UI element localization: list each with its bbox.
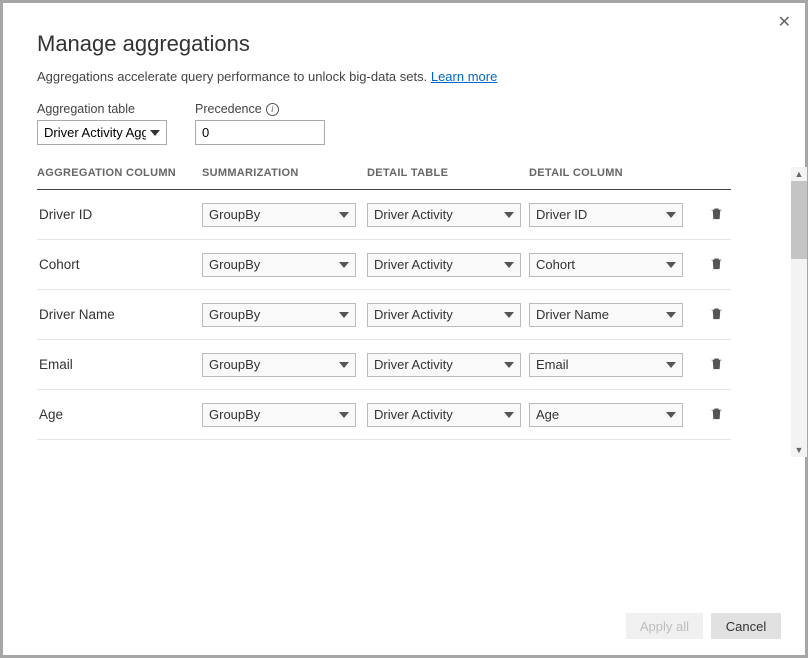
aggregation-table-label: Aggregation table — [37, 102, 167, 116]
aggregations-grid: AGGREGATION COLUMN SUMMARIZATION DETAIL … — [37, 167, 731, 440]
table-row: Driver NameGroupByDriver ActivityDriver … — [37, 290, 731, 340]
table-row: EmailGroupByDriver ActivityEmail — [37, 340, 731, 390]
scroll-down-icon[interactable]: ▼ — [795, 443, 804, 457]
dialog-footer: Apply all Cancel — [626, 613, 781, 639]
precedence-label: Precedence — [195, 102, 262, 116]
trash-icon — [709, 355, 724, 375]
delete-row-button[interactable] — [691, 205, 731, 225]
table-row: CohortGroupByDriver ActivityCohort — [37, 240, 731, 290]
detail-column-select[interactable]: Cohort — [529, 253, 683, 277]
delete-row-button[interactable] — [691, 405, 731, 425]
precedence-field: Precedence i — [195, 102, 325, 145]
detail-column-select[interactable]: Email — [529, 353, 683, 377]
grid-header: AGGREGATION COLUMN SUMMARIZATION DETAIL … — [37, 167, 731, 190]
agg-column-name: Cohort — [37, 257, 202, 272]
detail-table-select[interactable]: Driver Activity — [367, 253, 521, 277]
detail-table-select[interactable]: Driver Activity — [367, 203, 521, 227]
summarization-select[interactable]: GroupBy — [202, 203, 356, 227]
scroll-thumb[interactable] — [791, 181, 807, 259]
summarization-select[interactable]: GroupBy — [202, 253, 356, 277]
cancel-button[interactable]: Cancel — [711, 613, 781, 639]
header-detail-table: DETAIL TABLE — [367, 167, 529, 179]
close-icon[interactable]: ✕ — [778, 15, 791, 31]
dialog-title: Manage aggregations — [37, 31, 771, 57]
summarization-select[interactable]: GroupBy — [202, 303, 356, 327]
aggregation-table-select[interactable]: Driver Activity Agg — [37, 120, 167, 145]
summarization-select[interactable]: GroupBy — [202, 353, 356, 377]
agg-column-name: Driver Name — [37, 307, 202, 322]
agg-column-name: Driver ID — [37, 207, 202, 222]
vertical-scrollbar[interactable]: ▲ ▼ — [791, 167, 807, 457]
dialog-subtitle: Aggregations accelerate query performanc… — [37, 69, 771, 84]
trash-icon — [709, 255, 724, 275]
subtitle-text: Aggregations accelerate query performanc… — [37, 69, 431, 84]
trash-icon — [709, 405, 724, 425]
trash-icon — [709, 305, 724, 325]
header-detail-col: DETAIL COLUMN — [529, 167, 691, 179]
precedence-input[interactable] — [195, 120, 325, 145]
detail-column-select[interactable]: Age — [529, 403, 683, 427]
learn-more-link[interactable]: Learn more — [431, 69, 497, 84]
header-agg-col: AGGREGATION COLUMN — [37, 167, 202, 179]
detail-table-select[interactable]: Driver Activity — [367, 353, 521, 377]
agg-column-name: Age — [37, 407, 202, 422]
agg-column-name: Email — [37, 357, 202, 372]
scroll-up-icon[interactable]: ▲ — [795, 167, 804, 181]
apply-all-button[interactable]: Apply all — [626, 613, 703, 639]
info-icon[interactable]: i — [266, 103, 279, 116]
manage-aggregations-dialog: ✕ Manage aggregations Aggregations accel… — [0, 0, 808, 658]
delete-row-button[interactable] — [691, 255, 731, 275]
detail-column-select[interactable]: Driver Name — [529, 303, 683, 327]
aggregation-table-field: Aggregation table Driver Activity Agg — [37, 102, 167, 145]
detail-table-select[interactable]: Driver Activity — [367, 403, 521, 427]
detail-table-select[interactable]: Driver Activity — [367, 303, 521, 327]
table-row: AgeGroupByDriver ActivityAge — [37, 390, 731, 440]
detail-column-select[interactable]: Driver ID — [529, 203, 683, 227]
trash-icon — [709, 205, 724, 225]
header-summarization: SUMMARIZATION — [202, 167, 367, 179]
delete-row-button[interactable] — [691, 355, 731, 375]
delete-row-button[interactable] — [691, 305, 731, 325]
table-row: Driver IDGroupByDriver ActivityDriver ID — [37, 190, 731, 240]
summarization-select[interactable]: GroupBy — [202, 403, 356, 427]
